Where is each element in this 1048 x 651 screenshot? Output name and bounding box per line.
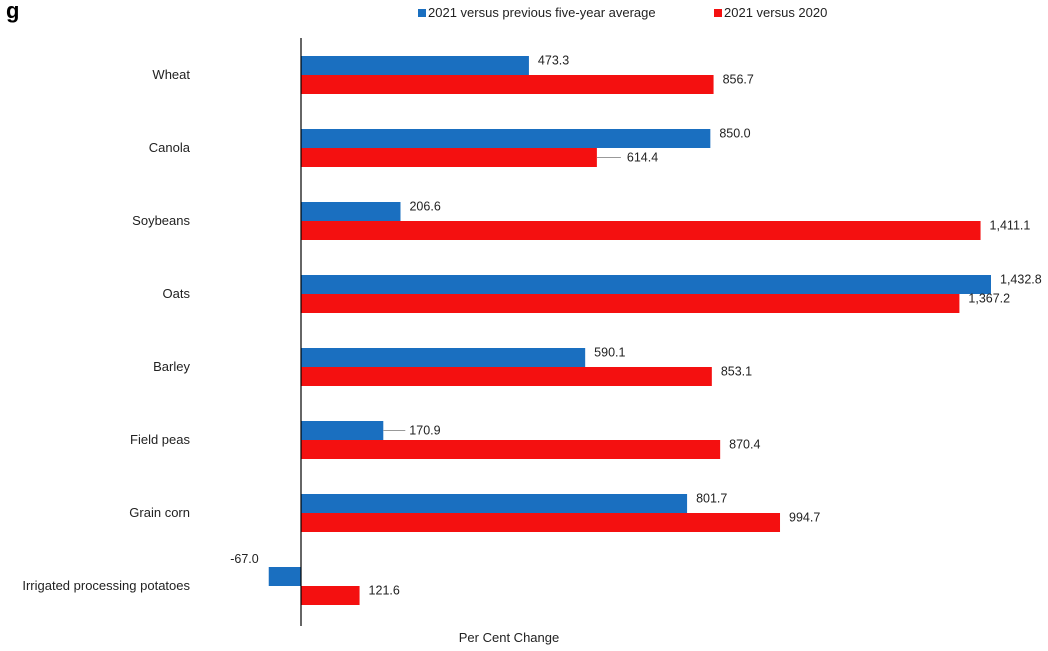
bars: [268, 56, 991, 605]
bar-barley-series-1: [301, 348, 586, 367]
bar-soybeans-series-1: [301, 202, 401, 221]
bar-field-peas-series-2: [301, 440, 721, 459]
data-label-wheat-series-2: 856.7: [723, 73, 754, 87]
data-label-oats-series-2: 1,367.2: [968, 292, 1010, 306]
data-label-canola-series-1: 850.0: [719, 127, 750, 141]
legend: 2021 versus previous five-year average 20…: [418, 5, 827, 20]
category-label-oats: Oats: [163, 286, 191, 301]
data-label-wheat-series-1: 473.3: [538, 54, 569, 68]
data-label-irrigated-processing-potatoes-series-2: 121.6: [369, 584, 400, 598]
data-label-soybeans-series-1: 206.6: [409, 200, 440, 214]
data-label-irrigated-processing-potatoes-series-1: -67.0: [230, 552, 259, 566]
legend-label-series-2: 2021 versus 2020: [724, 5, 827, 20]
data-label-barley-series-2: 853.1: [721, 365, 752, 379]
bar-grain-corn-series-2: [301, 513, 781, 532]
category-label-field-peas: Field peas: [130, 432, 190, 447]
bar-field-peas-series-1: [301, 421, 384, 440]
category-label-barley: Barley: [153, 359, 190, 374]
chart-title: g: [6, 0, 19, 23]
data-label-grain-corn-series-1: 801.7: [696, 492, 727, 506]
bar-oats-series-1: [301, 275, 991, 294]
data-label-soybeans-series-2: 1,411.1: [990, 219, 1031, 233]
x-axis-label: Per Cent Change: [459, 630, 559, 645]
bar-canola-series-2: [301, 148, 597, 167]
category-label-grain-corn: Grain corn: [129, 505, 190, 520]
category-labels: Wheat Canola Soybeans Oats Barley Field peas G…: [22, 67, 190, 593]
legend-swatch-series-2: [714, 9, 722, 17]
bar-wheat-series-2: [301, 75, 714, 94]
legend-label-series-1: 2021 versus previous five-year average: [428, 5, 656, 20]
data-label-barley-series-1: 590.1: [594, 346, 625, 360]
bar-irrigated-processing-potatoes-series-2: [301, 586, 360, 605]
category-label-soybeans: Soybeans: [132, 213, 190, 228]
bar-oats-series-2: [301, 294, 960, 313]
legend-swatch-series-1: [418, 9, 426, 17]
category-label-irrigated-processing-potatoes: Irrigated processing potatoes: [22, 578, 190, 593]
bar-irrigated-processing-potatoes-series-1: [268, 567, 301, 586]
data-label-grain-corn-series-2: 994.7: [789, 511, 820, 525]
data-labels: 473.3 856.7 850.0 614.4 206.6 1,411.1 1,432.8 1…: [230, 54, 1042, 598]
bar-wheat-series-1: [301, 56, 529, 75]
category-label-canola: Canola: [149, 140, 191, 155]
bar-grain-corn-series-1: [301, 494, 688, 513]
data-label-field-peas-series-1: 170.9: [409, 424, 440, 438]
bar-barley-series-2: [301, 367, 712, 386]
bar-soybeans-series-2: [301, 221, 981, 240]
data-label-field-peas-series-2: 870.4: [729, 438, 760, 452]
bar-canola-series-1: [301, 129, 711, 148]
data-label-oats-series-1: 1,432.8: [1000, 273, 1042, 287]
category-label-wheat: Wheat: [152, 67, 190, 82]
data-label-canola-series-2: 614.4: [627, 151, 658, 165]
